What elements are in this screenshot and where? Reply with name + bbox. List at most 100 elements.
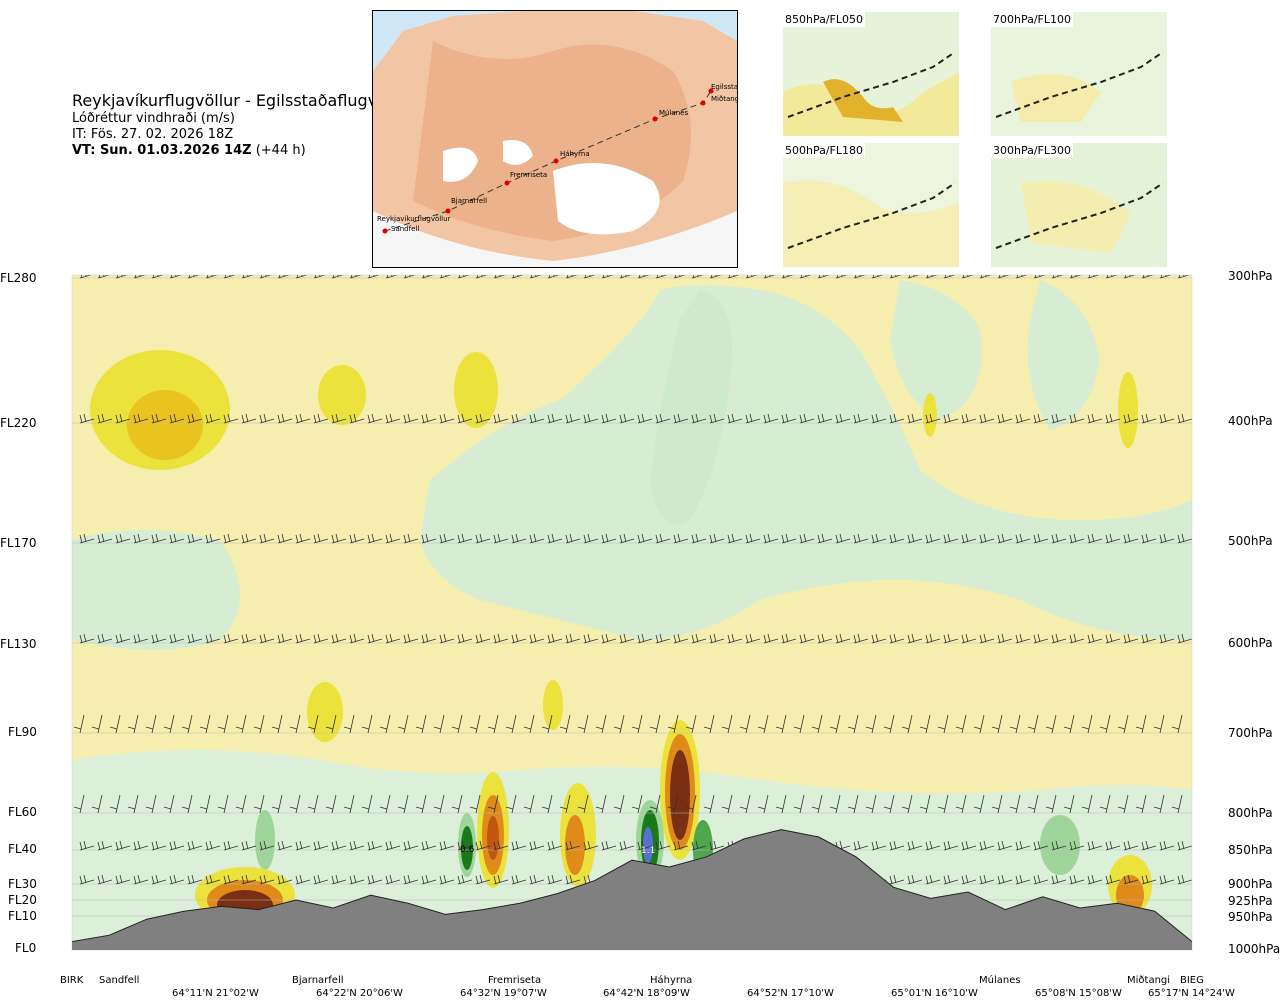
wind-barb [835, 533, 851, 544]
weak-up-region [72, 530, 240, 650]
wind-barb [601, 275, 614, 279]
pressure-axis-label: 500hPa [1228, 534, 1273, 548]
wind-barb [997, 413, 1013, 424]
wind-barb [1015, 840, 1031, 851]
wind-barb [277, 413, 293, 424]
lead-time: (+44 h) [255, 143, 306, 158]
wind-barb [559, 794, 571, 814]
wind-barb [1033, 633, 1049, 644]
fl-axis-label: FL40 [8, 842, 37, 856]
fl-axis-label: FL130 [0, 637, 37, 651]
wind-barb [727, 533, 743, 544]
fl-axis-label: FL20 [8, 893, 37, 907]
thumbnail-850hpa[interactable]: 850hPa/FL050 [783, 12, 959, 136]
wind-barb [1123, 840, 1139, 851]
wind-barb [505, 714, 517, 734]
thumbnail-700hpa[interactable]: 700hPa/FL100 [991, 12, 1167, 136]
wind-barb [919, 714, 931, 734]
wind-barb [199, 714, 211, 734]
wind-barb [889, 840, 905, 851]
fl-axis-label: FL170 [0, 536, 37, 550]
terrain-profile [72, 829, 1192, 950]
wind-barb [235, 794, 247, 814]
coordinate-label: 64°22'N 20°06'W [316, 988, 403, 999]
coordinate-label: 64°32'N 19°07'W [460, 988, 547, 999]
wind-barb [469, 714, 481, 734]
wind-barb [331, 413, 347, 424]
down-region [487, 816, 499, 860]
wind-barb [817, 413, 833, 424]
wind-barb [475, 633, 491, 644]
wind-barb [493, 874, 509, 885]
fl-axis-label: FL10 [8, 909, 37, 923]
wind-barb [1135, 794, 1147, 814]
wind-barb [565, 874, 581, 885]
pressure-axis-label: 1000hPa [1228, 942, 1280, 956]
wind-barb [673, 275, 686, 279]
wind-barb [1159, 533, 1175, 544]
wind-barb [1141, 840, 1157, 851]
wind-barb [991, 714, 1003, 734]
wind-barb [79, 413, 95, 424]
wind-barb [529, 413, 545, 424]
wind-barb [511, 413, 527, 424]
route-map-graphic: Egilsstaðir Miðtangi Múlanes Háhyrna Fre… [373, 11, 737, 267]
wind-barb [421, 533, 437, 544]
wind-barb [403, 533, 419, 544]
wind-barb [1153, 714, 1165, 734]
wind-barb [997, 874, 1013, 885]
wind-barb [943, 840, 959, 851]
wind-barb [547, 874, 563, 885]
wind-barb [331, 874, 347, 885]
wind-barb [505, 794, 517, 814]
wind-barb [1069, 533, 1085, 544]
wind-barb [457, 874, 473, 885]
wind-barb [403, 874, 419, 885]
wind-barb [835, 633, 851, 644]
wind-barb [1117, 794, 1129, 814]
wind-barb [547, 533, 563, 544]
wind-barb [439, 275, 452, 279]
thumbnail-300hpa[interactable]: 300hPa/FL300 [991, 143, 1167, 267]
wind-barb [187, 533, 203, 544]
wind-barb [385, 413, 401, 424]
wind-barb [349, 533, 365, 544]
wind-barb [601, 633, 617, 644]
wind-barb [745, 533, 761, 544]
wind-barb [1033, 874, 1049, 885]
wind-barb [781, 275, 794, 279]
wind-barb [763, 413, 779, 424]
wind-barb [613, 794, 625, 814]
wind-barb [475, 413, 491, 424]
wind-barb [343, 794, 355, 814]
wind-barb [451, 714, 463, 734]
wind-barb [223, 533, 239, 544]
wind-barb [115, 275, 128, 279]
pressure-axis-label: 800hPa [1228, 806, 1273, 820]
up-region [461, 826, 473, 870]
wind-barb [433, 714, 445, 734]
fl-axis-label: FL60 [8, 805, 37, 819]
pressure-axis-label: 700hPa [1228, 726, 1273, 740]
wind-barb [1099, 794, 1111, 814]
wind-barb [223, 633, 239, 644]
wind-barb [889, 633, 905, 644]
wind-barb [709, 533, 725, 544]
pressure-axis-label: 400hPa [1228, 414, 1273, 428]
thumbnail-500hpa[interactable]: 500hPa/FL180 [783, 143, 959, 267]
wind-barb [487, 794, 499, 814]
wind-barb [979, 874, 995, 885]
wind-barb [385, 874, 401, 885]
wind-barb [619, 633, 635, 644]
wind-barb [79, 874, 95, 885]
wind-barb [97, 633, 113, 644]
wind-barb [493, 533, 509, 544]
wind-barb [907, 840, 923, 851]
wind-barb [313, 840, 329, 851]
wind-barb [127, 714, 139, 734]
down-region [1118, 372, 1138, 448]
down-region [127, 390, 203, 460]
waypoint-marker [652, 116, 658, 122]
wind-barb [1177, 840, 1192, 851]
